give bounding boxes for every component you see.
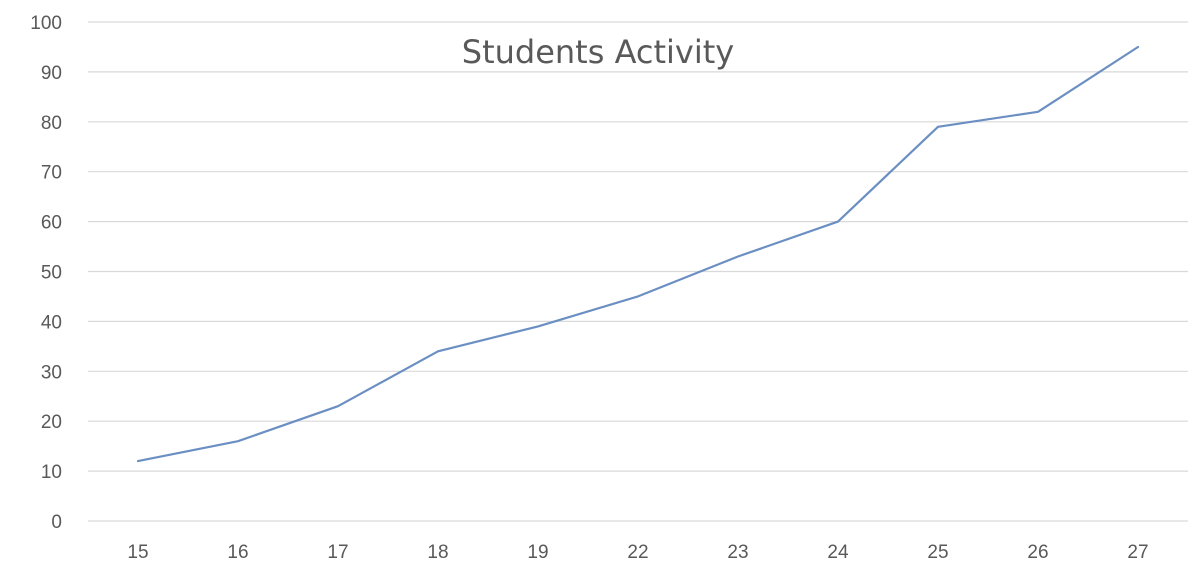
y-tick-label: 70	[41, 163, 62, 184]
series-lines	[136, 45, 1140, 463]
y-tick-label: 60	[41, 213, 62, 234]
y-tick-label: 10	[41, 462, 62, 483]
x-tick-label: 16	[227, 542, 248, 563]
x-tick-label: 26	[1027, 542, 1048, 563]
y-tick-label: 90	[41, 63, 62, 84]
y-tick-label: 40	[41, 312, 62, 333]
x-tick-label: 18	[427, 542, 448, 563]
x-tick-label: 23	[727, 542, 748, 563]
y-tick-label: 30	[41, 362, 62, 383]
y-axis-tick-labels: 0 10 20 30 40 50 60 70 80 90 100	[30, 13, 62, 533]
x-tick-label: 24	[827, 542, 849, 563]
series-line-0	[136, 45, 1140, 463]
x-tick-label: 15	[127, 542, 148, 563]
y-tick-label: 100	[30, 13, 62, 34]
x-tick-label: 22	[627, 542, 648, 563]
y-tick-label: 20	[41, 412, 62, 433]
x-tick-label: 27	[1127, 542, 1148, 563]
y-tick-label: 50	[41, 263, 62, 284]
y-tick-label: 0	[51, 512, 62, 533]
y-tick-label: 80	[41, 113, 62, 134]
x-tick-label: 17	[327, 542, 348, 563]
chart-title: Students Activity	[462, 33, 734, 71]
gridlines	[88, 21, 1188, 522]
x-tick-label: 19	[527, 542, 548, 563]
x-axis-tick-labels: 15 16 17 18 19 22 23 24 25 26 27	[127, 542, 1148, 563]
x-tick-label: 25	[927, 542, 948, 563]
